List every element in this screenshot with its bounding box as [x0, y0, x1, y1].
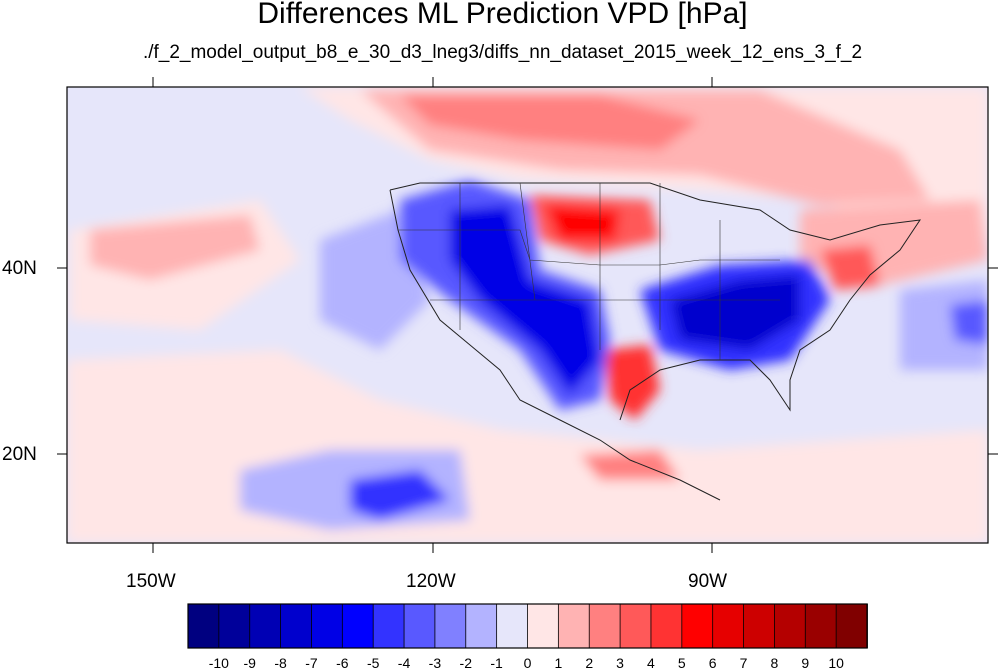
colorbar-label: -1 — [490, 655, 503, 671]
anomaly-canada-red — [400, 95, 700, 150]
colorbar-label: 8 — [770, 655, 779, 671]
colorbar-swatch — [835, 603, 868, 649]
colorbar-swatch — [434, 603, 467, 649]
lat-label-20n: 20N — [2, 444, 37, 465]
colorbar-label: -8 — [274, 655, 287, 671]
colorbar-label: -3 — [428, 655, 442, 671]
colorbar-label: -10 — [208, 655, 229, 671]
anomaly-plains-core — [545, 205, 620, 240]
plot-subtitle: ./f_2_model_output_b8_e_30_d3_lneg3/diff… — [142, 42, 863, 63]
colorbar-label: 7 — [739, 655, 748, 671]
colorbar-label: -4 — [397, 655, 411, 671]
colorbar-swatch — [372, 603, 405, 649]
lon-label-120w: 120W — [406, 571, 456, 592]
colorbar-swatch — [712, 603, 745, 649]
anomaly-northeast-red — [820, 245, 880, 290]
colorbar-label: -2 — [459, 655, 472, 671]
colorbar-label: -6 — [336, 655, 349, 671]
colorbar-label: 0 — [523, 655, 532, 671]
colorbar-label: 1 — [554, 655, 563, 671]
lat-label-40n: 40N — [2, 258, 37, 279]
colorbar-swatch — [187, 603, 220, 649]
colorbar-label: 6 — [708, 655, 717, 671]
anomaly-pacific-pink — [90, 215, 260, 280]
colorbar-swatch — [588, 603, 621, 649]
colorbar-swatch — [650, 603, 683, 649]
colorbar-frame — [187, 603, 868, 649]
map-ticks — [57, 77, 998, 553]
anomaly-southeast-core — [670, 275, 800, 350]
anomaly-pacific-core — [350, 470, 450, 520]
colorbar-swatch — [280, 603, 313, 649]
map-frame — [66, 86, 989, 544]
coastline-north-america — [389, 182, 922, 501]
colorbar-swatch — [311, 603, 344, 649]
colorbar-swatch — [496, 603, 529, 649]
colorbar-swatch — [774, 603, 807, 649]
colorbar-label: 4 — [647, 655, 655, 671]
colorbar-swatch — [681, 603, 714, 649]
colorbar-label: 9 — [801, 655, 810, 671]
colorbar-swatch — [465, 603, 498, 649]
lon-label-90w: 90W — [688, 571, 728, 592]
anomaly-atlantic-blue — [900, 280, 988, 370]
colorbar-swatch — [341, 603, 375, 649]
us-state-borders — [398, 182, 780, 360]
colorbar-label: 5 — [677, 655, 686, 671]
plot-title: Differences ML Prediction VPD [hPa] — [257, 0, 748, 30]
colorbar-swatch — [743, 603, 776, 649]
colorbar-swatch — [619, 603, 652, 649]
colorbar-swatch — [249, 603, 282, 649]
map-field — [67, 87, 988, 543]
colorbar-swatch — [557, 603, 591, 649]
colorbar-label: -7 — [305, 655, 318, 671]
colorbar-label: -9 — [243, 655, 256, 671]
colorbar-label: 10 — [828, 655, 844, 671]
colorbar-swatch — [804, 603, 838, 649]
colorbar-swatch — [403, 603, 436, 649]
colorbar-label: 3 — [616, 655, 624, 671]
colorbar — [187, 603, 868, 649]
lon-label-150w: 150W — [126, 571, 176, 592]
colorbar-label: 2 — [585, 655, 594, 671]
colorbar-swatch — [527, 603, 560, 649]
anomaly-texas-red — [605, 345, 660, 420]
anomaly-mexico-red — [580, 450, 680, 480]
anomaly-atlantic-core — [950, 300, 988, 345]
colorbar-label: -5 — [366, 655, 380, 671]
colorbar-swatch — [218, 603, 251, 649]
